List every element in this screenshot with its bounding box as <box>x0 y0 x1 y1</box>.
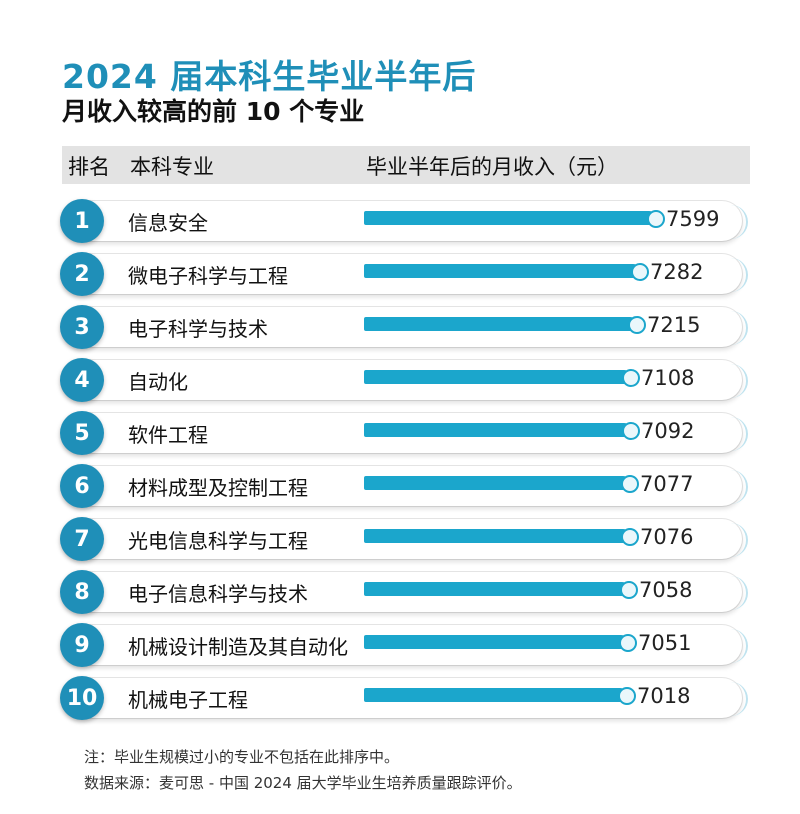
rank-badge: 5 <box>60 411 104 455</box>
income-bar <box>364 370 631 384</box>
income-value-label: 7077 <box>640 472 694 496</box>
bar-track <box>364 475 664 493</box>
ranking-row: 7 光电信息科学与工程 7076 <box>60 517 748 561</box>
major-label: 信息安全 <box>128 211 208 235</box>
bar-track <box>364 634 664 652</box>
income-value-label: 7092 <box>641 419 695 443</box>
footnote: 注：毕业生规模过小的专业不包括在此排序中。 <box>84 748 400 766</box>
income-bar <box>364 317 637 331</box>
row-edge-accent <box>730 205 748 239</box>
major-label: 自动化 <box>128 370 188 394</box>
row-edge-accent <box>730 258 748 292</box>
income-bar <box>364 264 640 278</box>
rank-badge: 6 <box>60 464 104 508</box>
bar-end-marker <box>631 263 649 281</box>
bar-end-marker <box>620 581 638 599</box>
rank-badge: 3 <box>60 305 104 349</box>
major-label: 机械设计制造及其自动化 <box>128 635 348 659</box>
major-label: 机械电子工程 <box>128 688 248 712</box>
bar-track <box>364 581 664 599</box>
bar-end-marker <box>622 422 640 440</box>
header-rank: 排名 <box>68 155 110 179</box>
bar-track <box>364 263 664 281</box>
header-major: 本科专业 <box>130 155 214 179</box>
bar-end-marker <box>621 528 639 546</box>
row-edge-accent <box>730 576 748 610</box>
major-label: 材料成型及控制工程 <box>128 476 308 500</box>
bar-track <box>364 422 664 440</box>
major-label: 电子信息科学与技术 <box>128 582 308 606</box>
income-value-label: 7599 <box>666 207 720 231</box>
bar-end-marker <box>647 210 665 228</box>
income-value-label: 7076 <box>640 525 694 549</box>
income-value-label: 7108 <box>641 366 695 390</box>
bar-track <box>364 210 665 228</box>
header-income: 毕业半年后的月收入（元） <box>366 155 618 179</box>
major-label: 软件工程 <box>128 423 208 447</box>
ranking-row: 6 材料成型及控制工程 7077 <box>60 464 748 508</box>
row-edge-accent <box>730 364 748 398</box>
ranking-row: 8 电子信息科学与技术 7058 <box>60 570 748 614</box>
income-value-label: 7018 <box>637 684 691 708</box>
ranking-row: 3 电子科学与技术 7215 <box>60 305 748 349</box>
row-edge-accent <box>730 523 748 557</box>
income-value-label: 7058 <box>639 578 693 602</box>
ranking-row: 1 信息安全 7599 <box>60 199 748 243</box>
income-value-label: 7051 <box>638 631 692 655</box>
rank-badge: 1 <box>60 199 104 243</box>
bar-track <box>364 687 664 705</box>
bar-end-marker <box>628 316 646 334</box>
rank-badge: 2 <box>60 252 104 296</box>
rank-badge: 9 <box>60 623 104 667</box>
row-edge-accent <box>730 311 748 345</box>
income-bar <box>364 635 628 649</box>
rank-badge: 4 <box>60 358 104 402</box>
bar-track <box>364 369 664 387</box>
table-header: 排名 本科专业 毕业半年后的月收入（元） <box>62 146 750 184</box>
bar-end-marker <box>619 634 637 652</box>
bar-track <box>364 316 664 334</box>
bar-end-marker <box>621 475 639 493</box>
income-bar <box>364 582 629 596</box>
income-value-label: 7215 <box>647 313 701 337</box>
page-title: 2024 届本科生毕业半年后 <box>62 57 477 96</box>
bar-track <box>364 528 664 546</box>
income-bar <box>364 688 627 702</box>
rank-badge: 8 <box>60 570 104 614</box>
income-bar <box>364 211 656 225</box>
ranking-row: 9 机械设计制造及其自动化 7051 <box>60 623 748 667</box>
ranking-row: 2 微电子科学与工程 7282 <box>60 252 748 296</box>
ranking-row: 5 软件工程 7092 <box>60 411 748 455</box>
income-bar <box>364 529 630 543</box>
source-note: 数据来源：麦可思 - 中国 2024 届大学毕业生培养质量跟踪评价。 <box>84 774 522 792</box>
bar-end-marker <box>622 369 640 387</box>
rank-badge: 10 <box>60 676 104 720</box>
major-label: 光电信息科学与工程 <box>128 529 308 553</box>
row-edge-accent <box>730 470 748 504</box>
ranking-row: 4 自动化 7108 <box>60 358 748 402</box>
income-bar <box>364 423 631 437</box>
row-edge-accent <box>730 682 748 716</box>
major-label: 电子科学与技术 <box>128 317 268 341</box>
income-value-label: 7282 <box>650 260 704 284</box>
rank-badge: 7 <box>60 517 104 561</box>
income-bar <box>364 476 630 490</box>
major-label: 微电子科学与工程 <box>128 264 288 288</box>
bar-end-marker <box>618 687 636 705</box>
row-edge-accent <box>730 417 748 451</box>
page-subtitle: 月收入较高的前 10 个专业 <box>62 97 365 126</box>
row-edge-accent <box>730 629 748 663</box>
ranking-row: 10 机械电子工程 7018 <box>60 676 748 720</box>
